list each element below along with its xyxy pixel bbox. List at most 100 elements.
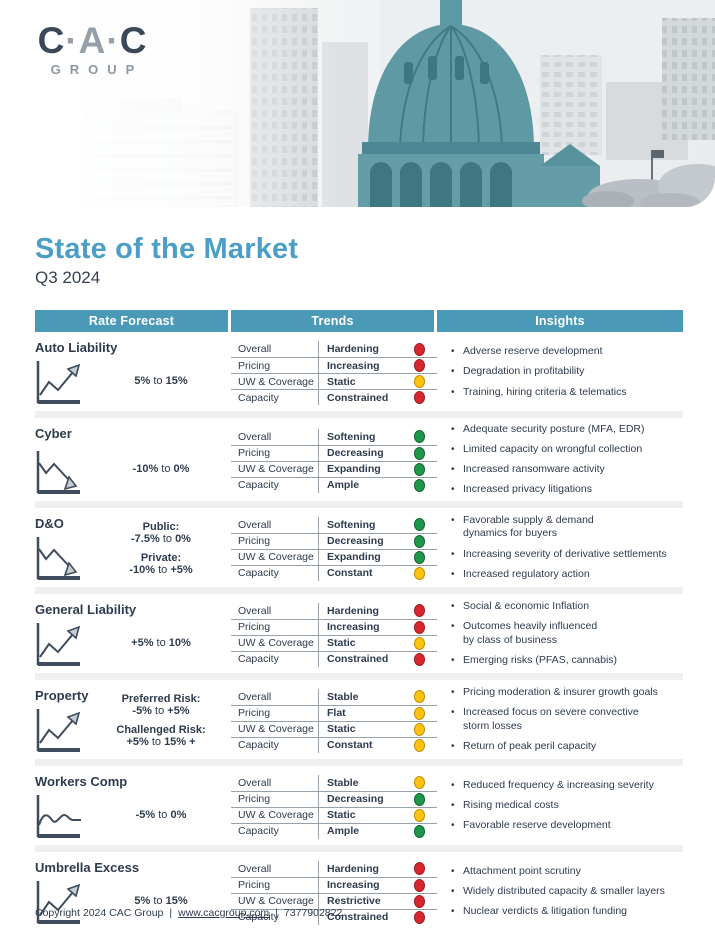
trend-label: Pricing [231,358,319,373]
insight-item: • Increasing severity of derivative sett… [451,548,683,561]
trend-list: Overall Stable Pricing Flat UW & Coverag… [231,685,437,755]
rate-icon-wrap [35,355,101,407]
trend-row: Pricing Flat [231,704,437,721]
insight-text: Favorable supply & demand dynamics for b… [463,514,594,540]
rate-group-label: Challenged Risk: [116,724,206,736]
trend-value: Constant [327,739,373,751]
bullet-icon: • [451,366,455,378]
trend-row: Overall Stable [231,688,437,705]
trend-list: Overall Softening Pricing Decreasing UW … [231,513,437,583]
market-row: Property Preferred Risk: -5% to +5% Challe… [35,680,683,766]
trend-label: Capacity [231,909,319,925]
rate-values: -10% to 0% [101,441,221,497]
status-indicator [414,550,425,564]
status-indicator [414,738,425,752]
status-indicator [414,566,425,580]
insight-item: • Return of peak peril capacity [451,740,683,753]
insight-item: • Favorable supply & demand dynamics for… [451,514,683,540]
status-indicator [414,620,425,634]
insight-item: • Nuclear verdicts & litigation funding [451,905,683,918]
trend-label: Overall [231,602,319,619]
trend-row: Pricing Decreasing [231,790,437,807]
status-indicator [414,776,425,789]
insight-list: • Favorable supply & demand dynamics for… [437,513,683,583]
insight-list: • Pricing moderation & insurer growth go… [437,685,683,755]
status-indicator [414,862,425,875]
trend-label: Capacity [231,390,319,405]
trend-label: Overall [231,860,319,877]
rate-group-label: Public: [142,521,180,533]
trend-label: Overall [231,774,319,791]
trend-label: Overall [231,428,319,445]
market-row: Cyber -10% to 0% Overall Softening Prici… [35,418,683,508]
trend-row: Capacity Ample [231,476,437,493]
trend-row: Overall Hardening [231,602,437,619]
status-indicator [414,636,425,650]
rate-range: -5% to +5% [132,705,190,717]
bullet-icon: • [451,820,455,832]
trend-value: Expanding [327,551,381,563]
trend-value: Constrained [327,911,389,923]
cac-group-logo: C·A·C GROUP [30,22,155,77]
trend-value: Constrained [327,391,389,404]
trend-row: Overall Hardening [231,860,437,877]
trend-value: Flat [327,707,346,719]
market-row: Umbrella Excess 5% to 15% Overall Harden… [35,852,683,931]
rate-group-label: Preferred Risk: [121,693,201,705]
rate-icon-wrap [35,789,101,841]
insight-item: • Increased focus on severe convective s… [451,706,683,732]
insight-list: • Social & economic Inflation • Outcomes… [437,599,683,669]
rate-cell: D&O Public: -7.5% to 0% Private: -10% to +5… [35,513,231,583]
status-indicator [414,430,425,444]
bullet-icon: • [451,906,455,918]
rate-cell: Cyber -10% to 0% [35,423,231,497]
capitol-dome-illustration [358,0,600,207]
trend-value: Restrictive [327,895,381,907]
footer: Copyright 2024 CAC Group | www.cacgroup.co… [35,907,343,919]
insight-item: • Training, hiring criteria & telematics [451,386,683,399]
trend-value: Ample [327,479,360,492]
insight-item: • Increased ransomware activity [451,463,683,476]
insight-text: Nuclear verdicts & litigation funding [463,905,628,918]
trend-value: Constrained [327,653,389,665]
insight-text: Increased privacy litigations [463,483,592,496]
website-link[interactable]: www.cacgroup.com [178,907,270,919]
status-indicator [414,534,425,548]
trend-value: Stable [327,690,359,703]
trend-row: Capacity Constant [231,564,437,581]
insight-item: • Degradation in profitability [451,365,683,378]
trend-row: Overall Softening [231,428,437,445]
trend-up-chart-icon [36,361,81,404]
status-indicator [414,446,425,460]
bullet-icon: • [451,687,455,699]
trend-row: Pricing Increasing [231,357,437,373]
bullet-icon: • [451,707,455,719]
insight-item: • Pricing moderation & insurer growth go… [451,686,683,699]
status-indicator [414,478,425,492]
insight-list: • Adequate security posture (MFA, EDR) •… [437,423,683,497]
insight-text: Favorable reserve development [463,819,611,832]
insight-text: Outcomes heavily influenced by class of … [463,620,598,646]
trend-label: Pricing [231,705,319,721]
status-indicator [414,706,425,720]
rate-values: 5% to 15% [101,355,221,407]
trend-label: Capacity [231,651,319,667]
trend-row: UW & Coverage Static [231,720,437,737]
page-title: State of the Market [35,233,299,265]
trend-row: UW & Coverage Static [231,373,437,389]
copyright-text: Copyright 2024 CAC Group [35,907,164,919]
trend-row: Capacity Constrained [231,389,437,405]
insight-text: Increased ransomware activity [463,463,605,476]
insight-list: • Attachment point scrutiny • Widely dis… [437,857,683,927]
insight-item: • Increased regulatory action [451,568,683,581]
row-title: Umbrella Excess [35,859,140,875]
insight-text: Increased regulatory action [463,567,590,580]
trend-row: Pricing Increasing [231,876,437,893]
market-row: D&O Public: -7.5% to 0% Private: -10% to +5… [35,508,683,594]
bullet-icon: • [451,621,455,633]
rate-icon-wrap [35,617,101,669]
insight-text: Return of peak peril capacity [463,739,597,752]
status-indicator [414,342,425,356]
trend-label: Capacity [231,565,319,581]
